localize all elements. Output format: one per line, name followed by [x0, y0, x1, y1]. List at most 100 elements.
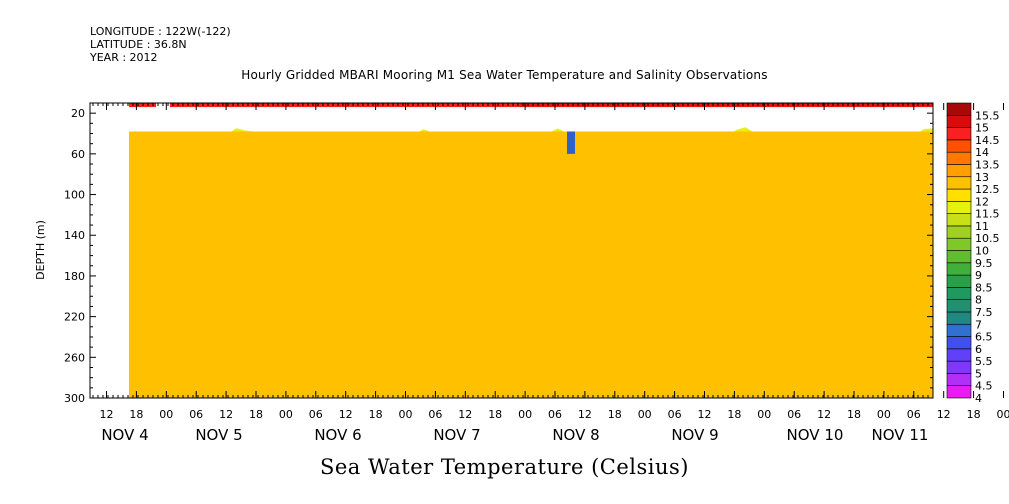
- x-hour-label: 18: [249, 408, 263, 421]
- colorbar-swatch: [946, 274, 972, 288]
- x-day-label: NOV 6: [314, 426, 361, 444]
- x-day-label: NOV 5: [195, 426, 242, 444]
- x-hour-label: 06: [787, 408, 801, 421]
- x-hour-label: 12: [578, 408, 592, 421]
- x-hour-label: 06: [309, 408, 323, 421]
- colorbar-label: 8: [975, 294, 982, 307]
- colorbar-swatch: [946, 164, 972, 178]
- colorbar-swatch: [946, 323, 972, 337]
- temperature-band-12.5: [129, 131, 933, 398]
- surface-band-warm: [520, 103, 933, 108]
- colorbar-label: 13: [975, 171, 989, 184]
- x-hour-label: 06: [548, 408, 562, 421]
- colorbar-swatch: [946, 201, 972, 214]
- x-hour-label: 00: [877, 408, 891, 421]
- y-tick-label: 60: [71, 148, 85, 161]
- x-hour-label: 18: [488, 408, 502, 421]
- y-tick-label: 180: [64, 270, 85, 283]
- x-hour-label: 06: [907, 408, 921, 421]
- colorbar-label: 6.5: [975, 331, 993, 344]
- x-hour-label: 00: [399, 408, 413, 421]
- colorbar-label: 4.5: [975, 380, 993, 393]
- plot-frame: [89, 102, 934, 399]
- colorbar-label: 11: [975, 220, 989, 233]
- x-axis-title: Sea Water Temperature (Celsius): [319, 455, 689, 479]
- colorbar-label: 7.5: [975, 306, 993, 319]
- x-day-label: NOV 11: [872, 426, 929, 444]
- colorbar-swatch: [946, 360, 972, 374]
- x-hour-label: 18: [967, 408, 981, 421]
- colorbar-label: 13.5: [975, 158, 1000, 171]
- cold-anomaly: [567, 131, 575, 154]
- colorbar-label: 15: [975, 122, 989, 135]
- x-hour-label: 12: [458, 408, 472, 421]
- x-hour-label: 00: [279, 408, 293, 421]
- y-axis-title: DEPTH (m): [34, 220, 47, 280]
- y-tick-label: 300: [64, 392, 85, 405]
- x-day-label: NOV 7: [433, 426, 480, 444]
- y-axis: 20 60 100 140 180 220 260 300: [64, 102, 933, 405]
- colorbar-swatch: [946, 188, 972, 202]
- colorbar-swatch: [946, 114, 972, 128]
- colorbar-label: 9: [975, 269, 982, 282]
- colorbar-label: 8.5: [975, 281, 993, 294]
- x-hour-label: 06: [428, 408, 442, 421]
- colorbar-swatch: [946, 250, 972, 264]
- colorbar-swatch: [946, 139, 972, 153]
- latitude-label: LATITUDE : 36.8N: [90, 38, 187, 51]
- colorbar-label: 7: [975, 318, 982, 331]
- colorbar-label: 12: [975, 195, 989, 208]
- colorbar-swatch: [946, 311, 972, 325]
- x-hour-label: 00: [757, 408, 771, 421]
- x-hour-label: 12: [339, 408, 353, 421]
- colorbar-swatch: [946, 373, 972, 387]
- colorbar-label: 10: [975, 245, 989, 258]
- y-tick-label: 100: [64, 189, 85, 202]
- colorbar-swatch: [946, 237, 972, 251]
- x-day-label: NOV 10: [787, 426, 844, 444]
- x-hour-label: 18: [847, 408, 861, 421]
- colorbar-swatch: [946, 151, 972, 165]
- x-hour-label: 18: [608, 408, 622, 421]
- x-day-label: NOV 8: [552, 426, 599, 444]
- y-tick-label: 140: [64, 229, 85, 242]
- colorbar: 44.555.566.577.588.599.51010.51111.51212…: [946, 102, 1000, 405]
- colorbar-swatch: [946, 348, 972, 362]
- colorbar-label: 11.5: [975, 208, 1000, 221]
- x-hour-label: 00: [159, 408, 173, 421]
- x-hour-label: 06: [668, 408, 682, 421]
- x-hour-label: 06: [189, 408, 203, 421]
- colorbar-label: 4: [975, 392, 982, 405]
- colorbar-label: 14.5: [975, 134, 1000, 147]
- colorbar-label: 14: [975, 146, 989, 159]
- colorbar-swatch: [946, 213, 972, 227]
- y-tick-label: 220: [64, 311, 85, 324]
- temperature-field: [129, 103, 933, 398]
- colorbar-label: 5.5: [975, 355, 993, 368]
- x-hour-label: 12: [219, 408, 233, 421]
- year-label: YEAR : 2012: [90, 51, 158, 64]
- x-hour-label: 18: [727, 408, 741, 421]
- colorbar-swatch: [946, 127, 972, 141]
- colorbar-swatch: [946, 262, 972, 276]
- colorbar-swatch: [946, 385, 972, 399]
- colorbar-swatch: [946, 299, 972, 313]
- chart-title: Hourly Gridded MBARI Mooring M1 Sea Wate…: [241, 68, 768, 82]
- x-hour-label: 12: [100, 408, 114, 421]
- y-tick-label: 260: [64, 351, 85, 364]
- colorbar-swatch: [946, 225, 972, 239]
- x-hour-label: 12: [817, 408, 831, 421]
- x-hour-label: 12: [937, 408, 951, 421]
- x-hour-label: 00: [638, 408, 652, 421]
- colorbar-swatch: [946, 102, 972, 116]
- x-hour-label: 00: [997, 408, 1009, 421]
- colorbar-label: 12.5: [975, 183, 1000, 196]
- colorbar-label: 5: [975, 367, 982, 380]
- x-hour-label: 18: [129, 408, 143, 421]
- x-day-label: NOV 9: [671, 426, 718, 444]
- longitude-label: LONGITUDE : 122W(-122): [90, 25, 231, 38]
- colorbar-swatch: [946, 287, 972, 300]
- colorbar-label: 10.5: [975, 232, 1000, 245]
- x-axis: 12 18 00 06 12 18 00 06 12 18 00 06 12 18 00 06 12 18 00 06…: [92, 103, 1009, 444]
